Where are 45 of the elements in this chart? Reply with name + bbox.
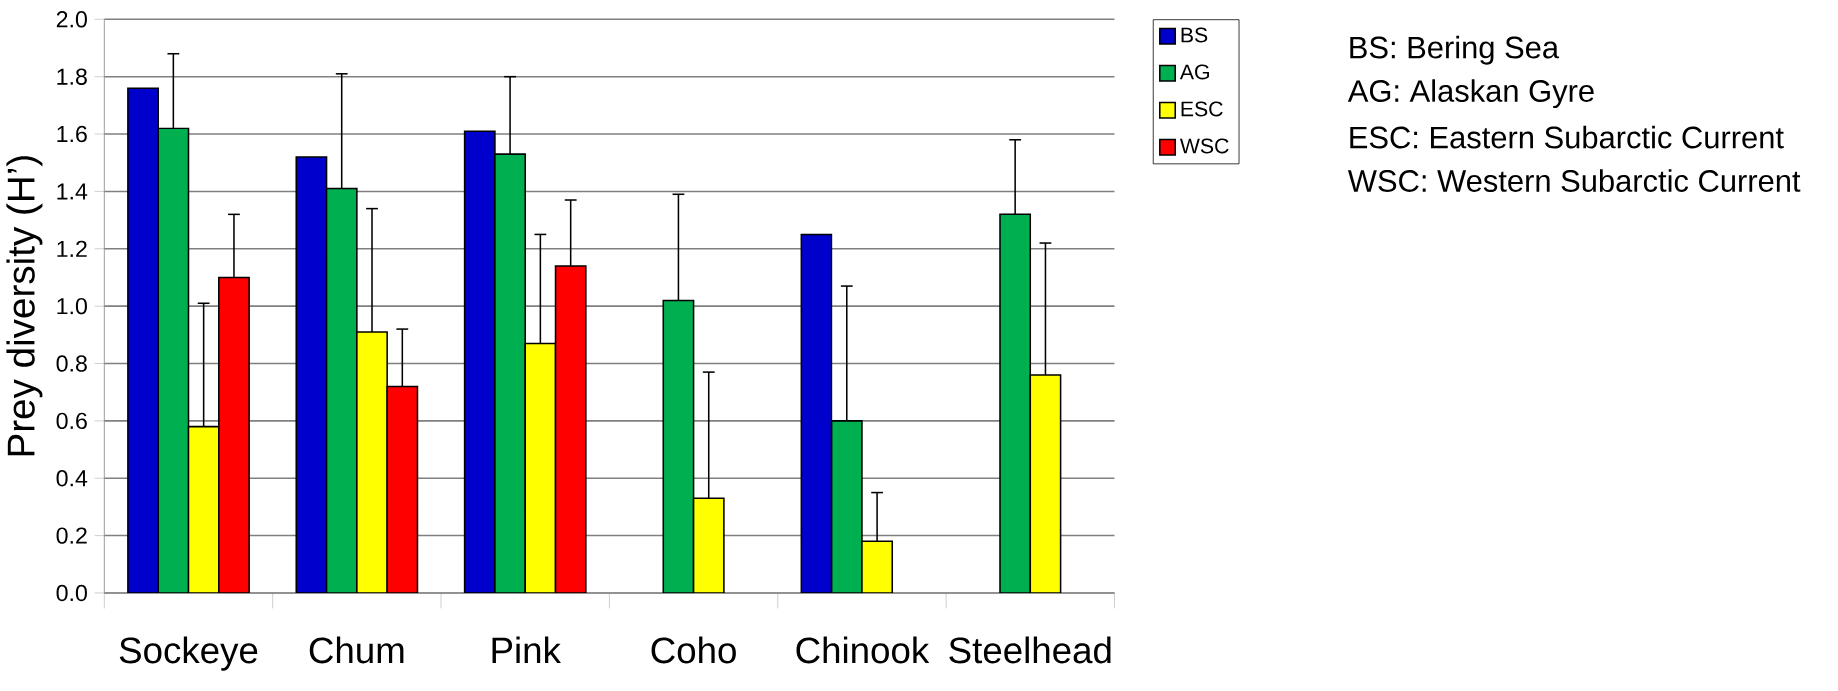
bar (800, 233, 833, 594)
x-tick-label: Pink (492, 636, 561, 664)
bar (494, 153, 526, 594)
x-tick-label: Coho (651, 636, 736, 664)
legend-label: WSC (1179, 138, 1229, 154)
x-tick-label: Steelhead (949, 636, 1111, 664)
bar (325, 188, 358, 594)
bar (999, 213, 1032, 594)
bar (386, 385, 419, 594)
y-tick-label: 2.0 (56, 11, 87, 28)
bar (356, 331, 388, 594)
legend-label: BS (1181, 27, 1208, 43)
y-axis-title: Prey diversity (H’) (6, 156, 43, 456)
text: WSC: Western Subarctic Current (1347, 169, 1801, 193)
y-tick-label: 0.4 (56, 470, 88, 487)
bar (1029, 374, 1062, 594)
bar (692, 497, 725, 594)
y-tick-label: 0.6 (56, 412, 87, 430)
bar (157, 127, 190, 594)
y-tick-label: 1.0 (57, 298, 87, 315)
bar (830, 420, 863, 594)
bar (187, 426, 220, 594)
bar (218, 276, 250, 594)
y-tick-label: 1.8 (57, 68, 87, 86)
x-tick-label: Sockeye (119, 636, 258, 671)
y-tick-label: 1.6 (57, 126, 87, 143)
text: BS: Bering Sea (1350, 36, 1560, 65)
bar (861, 540, 894, 594)
y-tick-label: 0.8 (56, 355, 87, 372)
bar (662, 299, 695, 594)
y-tick-label: 1.4 (57, 183, 88, 200)
x-tick-label: Chum (309, 636, 404, 664)
legend-label: ESC (1181, 101, 1223, 117)
text: AG: Alaskan Gyre (1347, 79, 1594, 109)
bar (524, 342, 557, 594)
bar (554, 265, 587, 594)
y-tick-label: 0.2 (56, 527, 87, 545)
y-tick-label: 0.0 (56, 585, 87, 602)
bar (463, 130, 496, 594)
text: ESC: Eastern Subarctic Current (1350, 126, 1784, 149)
y-tick-label: 1.2 (57, 240, 87, 258)
legend-label: AG (1179, 64, 1209, 80)
bar (295, 156, 328, 594)
bar (127, 87, 159, 594)
x-tick-label: Chinook (796, 636, 930, 664)
